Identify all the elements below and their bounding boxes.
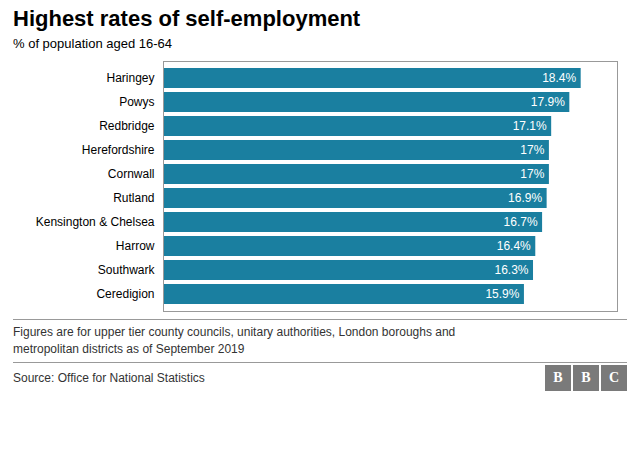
svg-text:16.3%: 16.3% bbox=[494, 263, 528, 277]
html-text:C: C bbox=[608, 369, 620, 385]
svg-text:17.9%: 17.9% bbox=[531, 95, 565, 109]
html-text:Figures are for upper tier cou: Figures are for upper tier county counci… bbox=[13, 325, 456, 356]
svg-text:Ceredigion: Ceredigion bbox=[96, 287, 154, 301]
svg-text:Southwark: Southwark bbox=[98, 263, 156, 277]
svg-text:16.4%: 16.4% bbox=[497, 239, 531, 253]
html-text:% of population aged 16-64: % of population aged 16-64 bbox=[13, 36, 172, 51]
svg-text:16.7%: 16.7% bbox=[504, 215, 538, 229]
svg-text:15.9%: 15.9% bbox=[485, 287, 519, 301]
svg-text:17%: 17% bbox=[520, 167, 544, 181]
svg-text:Haringey: Haringey bbox=[106, 71, 154, 85]
svg-text:Herefordshire: Herefordshire bbox=[82, 143, 155, 157]
svg-text:Powys: Powys bbox=[119, 95, 154, 109]
svg-text:Cornwall: Cornwall bbox=[108, 167, 155, 181]
html-text:Source: Office for National St: Source: Office for National Statistics bbox=[13, 370, 205, 385]
svg-text:Harrow: Harrow bbox=[116, 239, 155, 253]
svg-text:17.1%: 17.1% bbox=[513, 119, 547, 133]
svg-text:17%: 17% bbox=[520, 143, 544, 157]
svg-text:Kensington & Chelsea: Kensington & Chelsea bbox=[36, 215, 155, 229]
html-text:Highest rates of self-employme: Highest rates of self-employment bbox=[13, 6, 361, 31]
html-text:B: B bbox=[553, 369, 563, 385]
svg-text:16.9%: 16.9% bbox=[508, 191, 542, 205]
svg-text:18.4%: 18.4% bbox=[542, 71, 576, 85]
html-text:B: B bbox=[581, 369, 591, 385]
svg-text:Redbridge: Redbridge bbox=[99, 119, 155, 133]
svg-text:Rutland: Rutland bbox=[113, 191, 154, 205]
